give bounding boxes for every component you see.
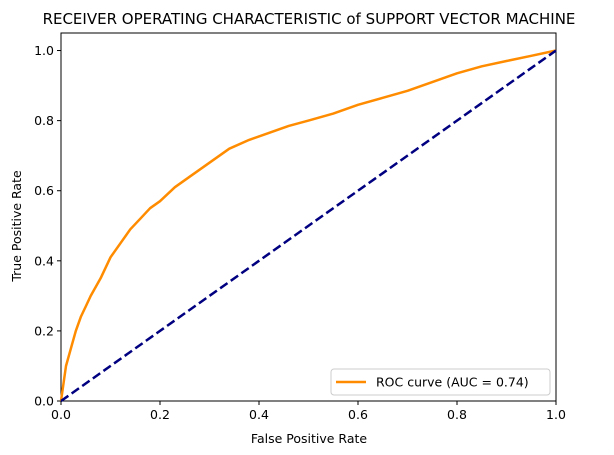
y-tick-label: 1.0	[34, 43, 54, 58]
plot-area	[60, 32, 557, 402]
y-tick-label: 0.4	[34, 253, 54, 268]
x-tick-label: 1.0	[546, 407, 566, 422]
x-tick-label: 0.8	[447, 407, 467, 422]
y-axis: 0.0 0.2 0.4 0.6 0.8 1.0	[34, 43, 61, 409]
y-tick-label: 0.8	[34, 113, 54, 128]
y-tick-label: 0.6	[34, 183, 54, 198]
roc-curve-line	[59, 49, 557, 402]
y-tick-label: 0.0	[34, 394, 54, 409]
x-axis-label: False Positive Rate	[251, 431, 367, 446]
chance-diagonal-line	[60, 49, 557, 403]
series-layer	[59, 49, 557, 403]
x-tick-label: 0.6	[348, 407, 368, 422]
legend-box	[330, 368, 551, 396]
legend-label-roc: ROC curve (AUC = 0.74)	[376, 375, 529, 390]
x-axis: 0.0 0.2 0.4 0.6 0.8 1.0	[51, 401, 566, 422]
x-tick-label: 0.2	[150, 407, 170, 422]
y-tick-label: 0.2	[34, 323, 54, 338]
x-tick-label: 0.4	[249, 407, 269, 422]
chart-title: RECEIVER OPERATING CHARACTERISTIC of SUP…	[43, 10, 576, 28]
x-tick-label: 0.0	[51, 407, 71, 422]
legend: ROC curve (AUC = 0.74)	[330, 368, 551, 396]
y-axis-label: True Positive Rate	[9, 170, 24, 283]
